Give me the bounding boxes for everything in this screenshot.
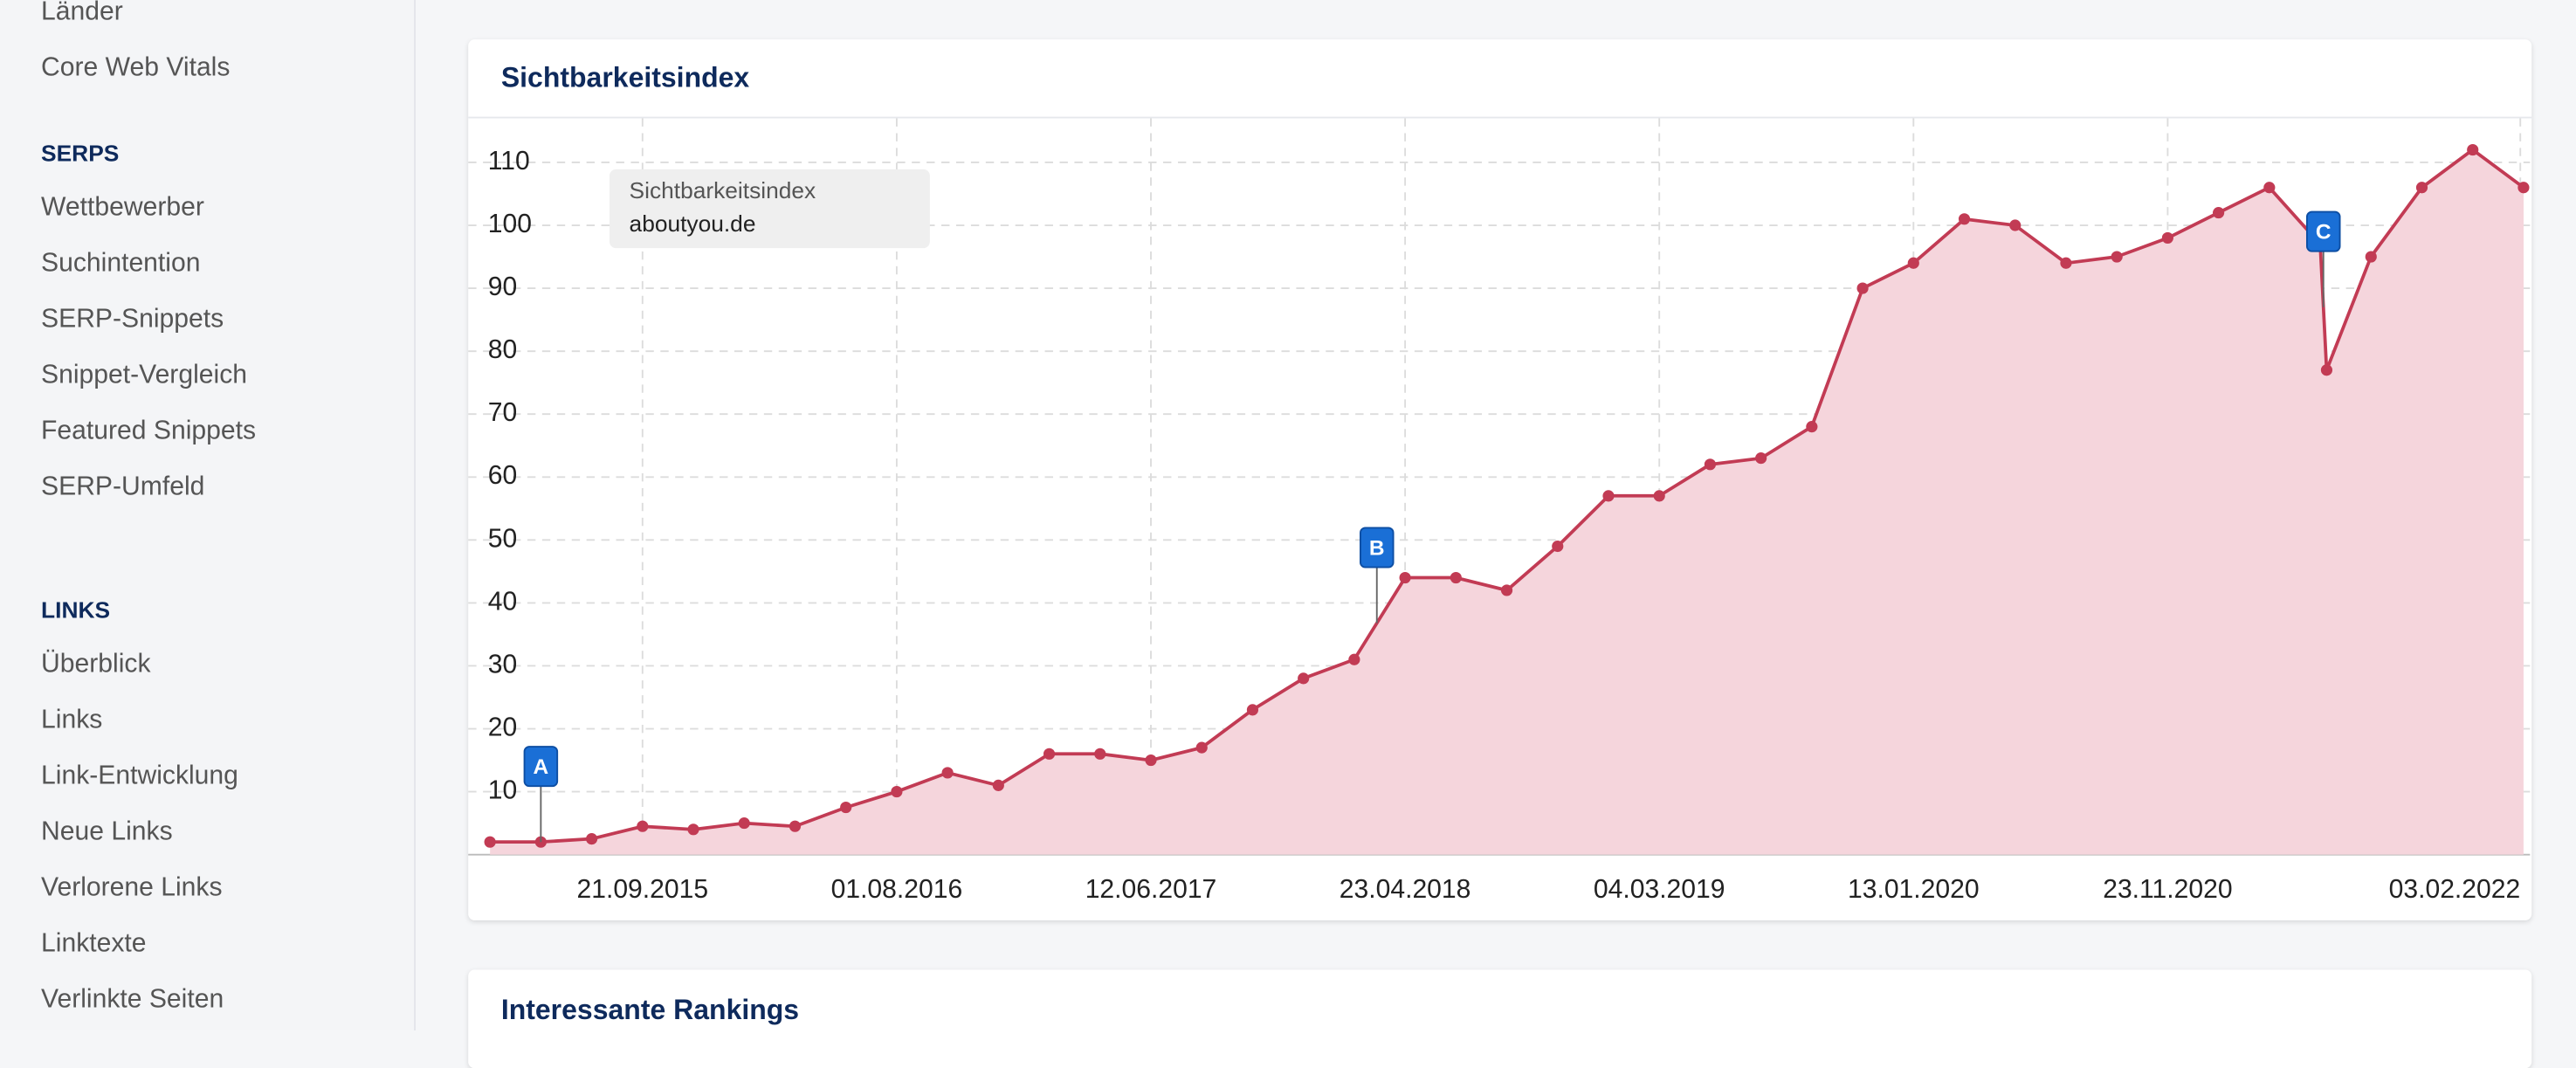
x-tick-label: 03.02.2022	[2389, 875, 2521, 904]
data-point	[1856, 282, 1869, 294]
nav-item[interactable]: SERP-Umfeld	[41, 473, 205, 502]
x-tick-label: 13.01.2020	[1848, 875, 1980, 904]
data-point	[1602, 490, 1615, 502]
data-point	[992, 779, 1004, 791]
nav-item[interactable]: Neue Links	[41, 818, 173, 847]
data-point	[2060, 257, 2072, 269]
data-point	[1145, 754, 1157, 767]
data-point	[2365, 251, 2377, 263]
data-point	[1552, 540, 1564, 553]
data-point	[1755, 452, 1767, 465]
nav-heading: SERPS	[41, 139, 120, 167]
page: Länder Core Web Vitals SERPS Wettbewerber Su…	[0, 0, 2532, 1031]
data-point	[1298, 672, 1310, 685]
x-tick-label: 21.09.2015	[577, 875, 709, 904]
y-tick-label: 60	[488, 461, 517, 490]
legend-entry: aboutyou.de	[630, 210, 756, 237]
data-point	[2517, 182, 2530, 194]
nav-item[interactable]: Featured Snippets	[41, 417, 257, 446]
data-point	[1246, 704, 1259, 716]
data-point	[484, 836, 496, 848]
nav-item[interactable]: Link-Entwicklung	[41, 762, 238, 791]
x-tick-label: 23.11.2020	[2103, 875, 2232, 904]
nav-item[interactable]: Wettbewerber	[41, 194, 204, 223]
data-point	[941, 767, 954, 779]
nav-list: Länder Core Web Vitals SERPS Wettbewerber Su…	[41, 0, 256, 1029]
nav-item[interactable]: Länder	[41, 0, 123, 27]
annotation-label: C	[2316, 220, 2331, 244]
data-point	[637, 820, 649, 832]
legend-box	[609, 169, 930, 249]
y-tick-label: 70	[488, 398, 517, 427]
rankings-card: Interessante Rankings	[468, 969, 2532, 1068]
data-point	[1653, 490, 1665, 502]
y-tick-label: 110	[488, 147, 530, 176]
nav-item[interactable]: SERP-Snippets	[41, 306, 224, 334]
data-point	[2111, 251, 2123, 263]
y-tick-label: 100	[488, 210, 532, 238]
card-title: Sichtbarkeitsindex	[468, 39, 2532, 119]
nav-item[interactable]: Überblick	[41, 651, 151, 679]
x-tick-label: 04.03.2019	[1594, 875, 1725, 904]
annotation-flag	[1360, 527, 1395, 568]
x-tick-label: 01.08.2016	[831, 875, 963, 904]
y-tick-label: 30	[488, 650, 517, 679]
screen: Länder Core Web Vitals SERPS Wettbewerber Su…	[0, 0, 2532, 1031]
data-point	[1399, 571, 1411, 584]
y-tick-label: 10	[488, 776, 517, 805]
data-point	[585, 833, 598, 845]
y-tick-label: 40	[488, 587, 517, 616]
data-point	[2263, 182, 2276, 194]
data-point	[738, 817, 750, 830]
sidebar: Länder Core Web Vitals SERPS Wettbewerber Su…	[0, 0, 416, 1031]
annotation-label: A	[534, 755, 549, 779]
data-point	[1043, 748, 1056, 760]
data-point	[2415, 182, 2428, 194]
data-point	[1348, 653, 1360, 665]
data-point	[891, 785, 903, 798]
area	[490, 149, 2524, 855]
chart: 10 20 30 40 50 60 70 80 90 100 110 21.09.2015 01.08.…	[468, 118, 2531, 904]
data-point	[1450, 571, 1462, 584]
nav-item[interactable]: Links	[41, 706, 103, 735]
data-point	[1806, 421, 1818, 433]
card-title: Interessante Rankings	[500, 994, 800, 1026]
data-point	[2320, 364, 2333, 376]
y-tick-label: 80	[488, 335, 517, 364]
y-tick-label: 90	[488, 272, 517, 301]
x-tick-label: 12.06.2017	[1085, 875, 1217, 904]
legend-title: Sichtbarkeitsindex	[630, 177, 816, 203]
data-point	[687, 823, 699, 836]
data-point	[1907, 257, 1919, 269]
data-point	[2009, 219, 2022, 231]
nav-item[interactable]: Core Web Vitals	[41, 54, 231, 83]
data-point	[2213, 207, 2225, 219]
nav-item[interactable]: Suchintention	[41, 250, 201, 279]
nav-item[interactable]: Linktexte	[41, 930, 147, 959]
annotation-flag	[2305, 210, 2341, 252]
line	[490, 148, 2525, 844]
data-point	[1704, 458, 1717, 471]
data-point	[2467, 143, 2479, 156]
y-tick-label: 50	[488, 524, 517, 553]
data-point	[1094, 748, 1106, 760]
data-point	[1500, 584, 1513, 596]
data-point	[840, 801, 852, 814]
x-tick-label: 23.04.2018	[1340, 875, 1471, 904]
nav-item[interactable]: Verlorene Links	[41, 874, 223, 903]
nav-item[interactable]: Verlinkte Seiten	[41, 986, 224, 1015]
nav-item[interactable]: Snippet-Vergleich	[41, 362, 248, 390]
annotation-flag	[523, 746, 559, 788]
data-point	[1195, 741, 1208, 754]
nav-heading: LINKS	[41, 596, 111, 624]
data-point	[789, 820, 802, 832]
y-tick-label: 20	[488, 713, 517, 741]
data-point	[1958, 213, 1971, 225]
data-point	[2161, 231, 2173, 245]
annotation-label: B	[1369, 536, 1385, 560]
